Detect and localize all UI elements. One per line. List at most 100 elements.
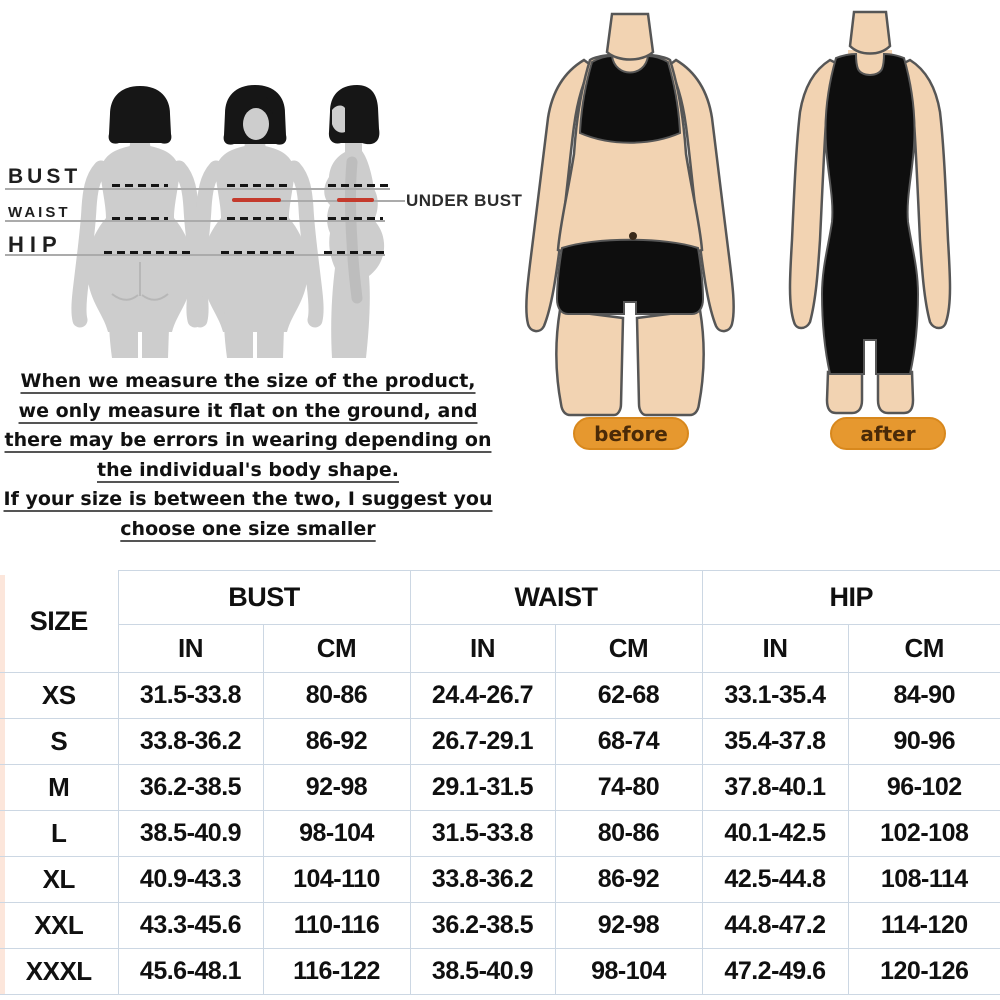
cell-hip-in: 42.5-44.8 [701, 856, 849, 903]
bust-in-header: IN [118, 624, 264, 673]
figure-front-view [186, 85, 324, 358]
bust-group-header: BUST [117, 570, 411, 625]
after-badge: after [830, 417, 946, 450]
cell-bust-in: 33.8-36.2 [117, 718, 264, 765]
cell-hip-cm: 90-96 [847, 718, 1000, 765]
hip-label: HIP [8, 232, 63, 257]
figure-side-view [324, 85, 385, 358]
hip-guide-line [5, 254, 385, 256]
before-after-illustration [525, 10, 952, 417]
table-row-l: L 38.5-40.9 98-104 31.5-33.8 80-86 40.1-… [0, 810, 1000, 857]
under-bust-label: UNDER BUST [406, 191, 523, 210]
hip-dash-back [104, 251, 190, 254]
before-badge: before [573, 417, 689, 450]
cell-bust-in: 40.9-43.3 [117, 856, 264, 903]
cell-bust-cm: 116-122 [262, 948, 411, 995]
cell-hip-in: 33.1-35.4 [701, 672, 849, 719]
table-row-xl: XL 40.9-43.3 104-110 33.8-36.2 86-92 42.… [0, 856, 1000, 903]
cell-hip-in: 40.1-42.5 [701, 810, 849, 857]
cell-hip-in: 47.2-49.6 [701, 948, 849, 995]
measurement-diagram: BUST WAIST HIP UNDER BUST [0, 0, 522, 365]
cell-size: XXXL [0, 948, 119, 995]
table-row-xs: XS 31.5-33.8 80-86 24.4-26.7 62-68 33.1-… [0, 672, 1000, 719]
figure-back-view [71, 86, 209, 358]
hip-dash-front [221, 251, 295, 254]
cell-size: XL [0, 856, 119, 903]
cell-waist-in: 31.5-33.8 [409, 810, 556, 857]
cell-waist-in: 33.8-36.2 [409, 856, 556, 903]
cell-waist-cm: 80-86 [554, 810, 703, 857]
cell-hip-cm: 120-126 [847, 948, 1000, 995]
cell-bust-in: 45.6-48.1 [117, 948, 264, 995]
cell-hip-in: 44.8-47.2 [701, 902, 849, 949]
cell-size: XS [0, 672, 119, 719]
table-unit-header-row: IN CM IN CM IN CM [0, 624, 1000, 673]
cell-hip-in: 35.4-37.8 [701, 718, 849, 765]
cell-hip-cm: 108-114 [847, 856, 1000, 903]
cell-hip-cm: 96-102 [847, 764, 1000, 811]
bust-dash-side [328, 184, 388, 187]
waist-guide-line [5, 220, 385, 222]
size-table-section: SIZE BUST WAIST HIP IN CM IN CM IN CM XS… [0, 570, 1000, 995]
underbust-red-line-side [337, 198, 374, 202]
before-after-comparison: before after [500, 0, 1000, 465]
waist-dash-front [227, 217, 287, 220]
cell-waist-in: 24.4-26.7 [409, 672, 556, 719]
cell-size: L [0, 810, 119, 857]
cell-waist-in: 36.2-38.5 [409, 902, 556, 949]
cell-waist-cm: 74-80 [554, 764, 703, 811]
cell-hip-in: 37.8-40.1 [701, 764, 849, 811]
cell-bust-in: 36.2-38.5 [117, 764, 264, 811]
cell-hip-cm: 102-108 [847, 810, 1000, 857]
cell-hip-cm: 114-120 [847, 902, 1000, 949]
cell-size: XXL [0, 902, 119, 949]
after-badge-label: after [860, 421, 916, 446]
waist-dash-back [112, 217, 168, 220]
table-row-xxl: XXL 43.3-45.6 110-116 36.2-38.5 92-98 44… [0, 902, 1000, 949]
cell-waist-cm: 62-68 [554, 672, 703, 719]
underbust-red-line-front [232, 198, 281, 202]
cell-bust-in: 38.5-40.9 [117, 810, 264, 857]
hip-in-header: IN [701, 624, 849, 673]
cell-waist-cm: 86-92 [554, 856, 703, 903]
cell-waist-cm: 92-98 [554, 902, 703, 949]
waist-dash-side [328, 217, 383, 220]
cell-size: S [0, 718, 119, 765]
cell-bust-in: 43.3-45.6 [117, 902, 264, 949]
measurement-note: When we measure the size of the product,… [2, 367, 494, 544]
cell-bust-in: 31.5-33.8 [117, 672, 264, 719]
cell-waist-in: 38.5-40.9 [409, 948, 556, 995]
note-line: the individual's body shape. [97, 458, 399, 481]
cell-bust-cm: 104-110 [262, 856, 411, 903]
waist-label: WAIST [8, 204, 71, 221]
figure-before [525, 12, 735, 417]
note-line: If your size is between the two, I sugge… [3, 488, 493, 510]
cell-bust-cm: 98-104 [262, 810, 411, 857]
underbust-guide-line [235, 200, 405, 202]
cell-waist-cm: 68-74 [554, 718, 703, 765]
note-line: When we measure the size of the product, [20, 370, 476, 392]
hip-group-header: HIP [701, 570, 1000, 625]
size-table: SIZE BUST WAIST HIP IN CM IN CM IN CM XS… [0, 570, 1000, 995]
bust-cm-header: CM [262, 624, 411, 673]
cell-waist-cm: 98-104 [554, 948, 703, 995]
before-badge-label: before [594, 421, 668, 446]
bust-dash-back [112, 184, 168, 187]
cell-waist-in: 26.7-29.1 [409, 718, 556, 765]
note-line: choose one size smaller [120, 517, 376, 540]
hip-cm-header: CM [847, 624, 1000, 673]
bust-label: BUST [8, 165, 82, 188]
table-row-s: S 33.8-36.2 86-92 26.7-29.1 68-74 35.4-3… [0, 718, 1000, 765]
size-column-header: SIZE [0, 570, 119, 673]
waist-in-header: IN [409, 624, 556, 673]
cell-bust-cm: 92-98 [262, 764, 411, 811]
cell-waist-in: 29.1-31.5 [409, 764, 556, 811]
cell-bust-cm: 80-86 [262, 672, 411, 719]
cell-hip-cm: 84-90 [847, 672, 1000, 719]
figure-after [788, 10, 952, 415]
waist-cm-header: CM [554, 624, 703, 673]
table-row-xxxl: XXXL 45.6-48.1 116-122 38.5-40.9 98-104 … [0, 948, 1000, 995]
table-group-header-row: SIZE BUST WAIST HIP [0, 570, 1000, 673]
bust-dash-front [227, 184, 287, 187]
cell-bust-cm: 86-92 [262, 718, 411, 765]
